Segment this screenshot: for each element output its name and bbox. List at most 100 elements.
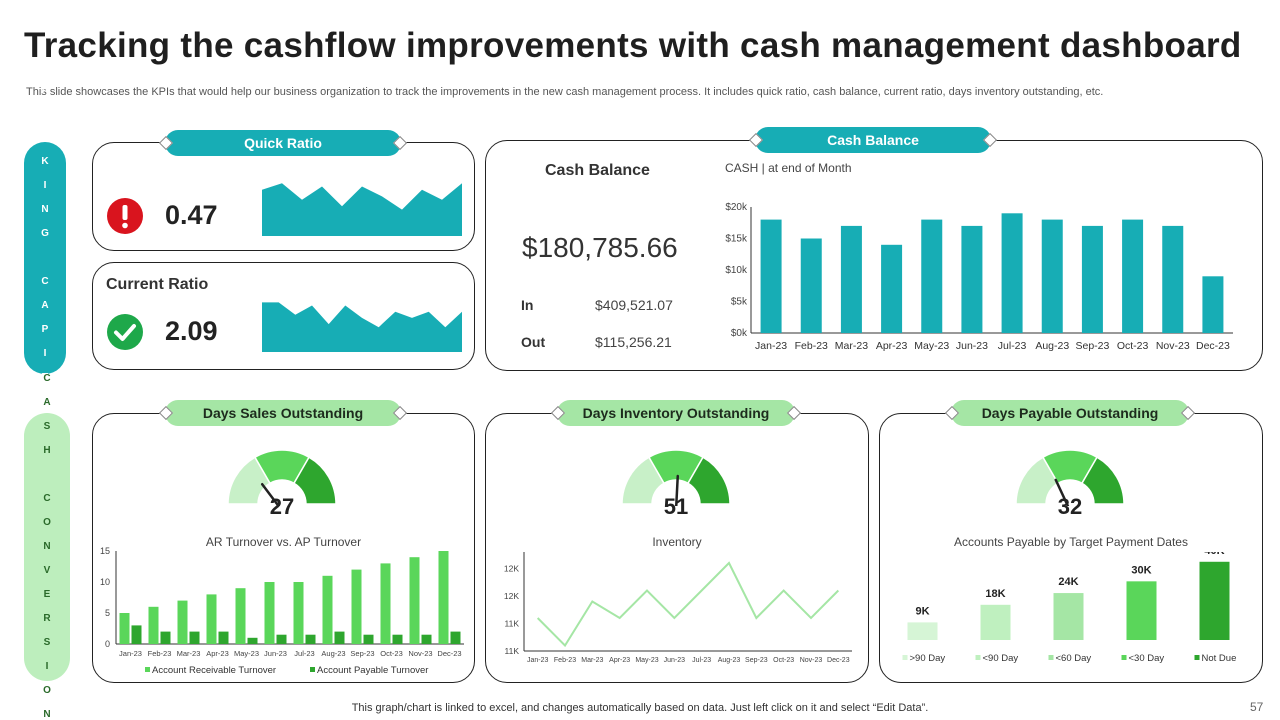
sparkline-area	[262, 302, 462, 352]
cash-in-label: In	[521, 297, 534, 313]
bar	[907, 622, 938, 640]
check-icon	[107, 314, 143, 350]
working-capital-label: W O R K I N G C A P I T A L	[24, 84, 66, 432]
current-ratio-value: 2.09	[165, 316, 218, 346]
x-tick-label: Nov-23	[408, 649, 432, 658]
legend-swatch	[1121, 655, 1127, 660]
current-ratio-label: Current Ratio	[106, 276, 209, 293]
page-title: Tracking the cashflow improvements with …	[24, 26, 1242, 65]
inventory-line	[536, 561, 840, 648]
bar	[1041, 219, 1063, 333]
x-tick-label: Jan-23	[755, 340, 787, 352]
cash-chart-title: CASH | at end of Month	[725, 161, 852, 175]
gauge-needle	[674, 474, 680, 506]
bar	[760, 219, 782, 333]
quick-ratio-banner-text: Quick Ratio	[244, 135, 322, 151]
ap-bar	[450, 631, 461, 644]
bar	[980, 604, 1011, 640]
page-number: 57	[1250, 700, 1264, 714]
quick-ratio-banner: Quick Ratio	[158, 130, 408, 156]
bar	[1162, 225, 1184, 333]
y-tick-label: $20k	[725, 202, 748, 213]
bar	[840, 225, 862, 333]
y-tick-label: 12K	[504, 591, 519, 601]
y-tick-label: $10k	[725, 265, 748, 276]
x-tick-label: Dec-23	[437, 649, 461, 658]
legend-label: <60 Day	[1056, 653, 1092, 664]
x-tick-label: Jun-23	[956, 340, 988, 352]
ap-bar	[160, 631, 171, 644]
cash-balance-label: Cash Balance	[545, 162, 650, 179]
x-tick-label: Mar-23	[581, 657, 603, 664]
data-label: 40K	[1204, 552, 1224, 557]
ap-bar	[392, 634, 403, 644]
x-tick-label: Oct-23	[773, 657, 794, 664]
ap-bar	[276, 634, 287, 644]
data-label: 30K	[1131, 564, 1151, 576]
cash-out-value: $115,256.21	[595, 334, 672, 350]
y-tick-label: $15k	[725, 234, 748, 245]
x-tick-label: Sep-23	[745, 657, 768, 664]
ap-bar	[305, 634, 316, 644]
inventory-chart-title: Inventory	[652, 535, 702, 549]
dpo-banner: Days Payable Outstanding	[944, 400, 1196, 426]
cash-conversion-text: C A S H C O N V E R S I O N	[41, 373, 53, 720]
dpo-banner-text: Days Payable Outstanding	[981, 405, 1159, 421]
x-tick-label: Mar-23	[177, 649, 201, 658]
ar-bar	[322, 575, 333, 644]
ar-bar	[409, 557, 420, 644]
cash-balance-banner-text: Cash Balance	[827, 132, 919, 148]
y-tick-label: 5	[105, 608, 110, 618]
legend-swatch-ap	[310, 667, 315, 672]
ap-target-chart-title: Accounts Payable by Target Payment Dates	[954, 535, 1188, 549]
data-label: 9K	[915, 605, 929, 617]
ar-bar	[235, 588, 246, 644]
legend-swatch	[1194, 655, 1200, 660]
dio-banner: Days Inventory Outstanding	[550, 400, 802, 426]
x-tick-label: Apr-23	[206, 649, 229, 658]
ap-bar	[189, 631, 200, 644]
x-tick-label: Aug-23	[321, 649, 345, 658]
dpo-gauge	[1015, 449, 1125, 506]
bar	[961, 225, 983, 333]
ap-bar	[421, 634, 432, 644]
y-tick-label: 0	[105, 639, 110, 649]
gauge-segment	[686, 456, 731, 505]
x-tick-label: Jun-23	[264, 649, 287, 658]
legend-swatch	[975, 655, 981, 660]
x-tick-label: Dec-23	[1196, 340, 1230, 352]
cash-bar-chart: $0k $5k $10k $15k $20k Jan-23 Feb-23 Mar-23 Apr-…	[725, 202, 1233, 352]
bar	[1126, 581, 1157, 640]
legend-swatch-ar	[145, 667, 150, 672]
ap-bar	[363, 634, 374, 644]
legend-label: Not Due	[1202, 653, 1237, 664]
cash-out-label: Out	[521, 334, 546, 350]
x-tick-label: Apr-23	[609, 657, 630, 664]
gauge-needle	[1054, 478, 1070, 506]
bar	[1202, 276, 1224, 333]
x-tick-label: Sep-23	[350, 649, 374, 658]
dso-gauge-value: 27	[269, 494, 295, 519]
y-tick-label: 12K	[504, 564, 519, 574]
x-tick-label: Feb-23	[554, 657, 576, 664]
dso-banner-text: Days Sales Outstanding	[202, 405, 364, 421]
page-subtitle: This slide showcases the KPIs that would…	[26, 86, 1104, 98]
footer-note: This graph/chart is linked to excel, and…	[351, 702, 929, 714]
dso-gauge	[227, 449, 337, 506]
ap-bar	[334, 631, 345, 644]
legend-swatch	[1048, 655, 1054, 660]
inventory-line-chart: 11K 11K 12K 12K Jan-23 Feb-23 Mar-23 Apr-23 May-…	[504, 552, 852, 664]
y-tick-label: 10	[100, 577, 110, 587]
dso-banner: Days Sales Outstanding	[158, 400, 408, 426]
y-tick-label: 11K	[505, 646, 520, 656]
cash-conversion-label: C A S H C O N V E R S I O N	[24, 373, 70, 720]
x-tick-label: Feb-23	[795, 340, 828, 352]
x-tick-label: Jan-23	[119, 649, 142, 658]
bar	[881, 244, 903, 333]
ap-bar	[247, 637, 258, 644]
quick-ratio-sparkline	[262, 183, 462, 236]
ar-ap-chart-title: AR Turnover vs. AP Turnover	[205, 535, 362, 549]
gauge-needle	[260, 482, 281, 506]
legend-label: <90 Day	[983, 653, 1019, 664]
bar	[1053, 593, 1084, 640]
